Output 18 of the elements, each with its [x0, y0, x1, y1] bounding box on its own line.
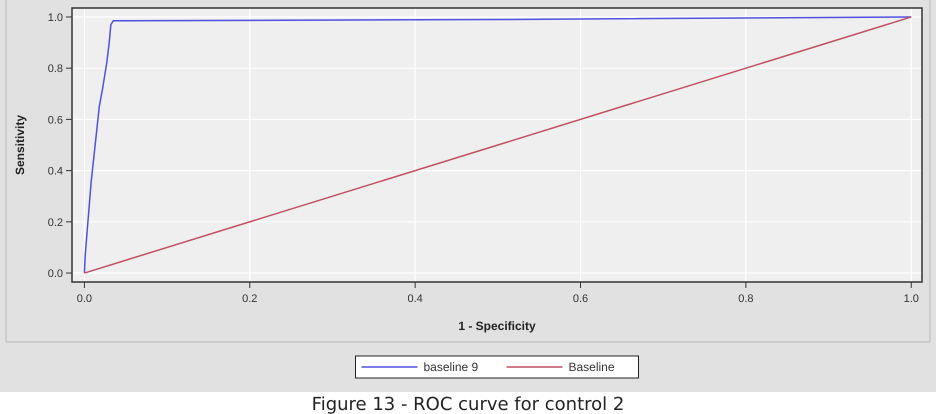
x-tick-label: 0.2: [242, 293, 258, 305]
x-tick-label: 0.6: [572, 293, 588, 305]
y-axis-title: Sensitivity: [13, 114, 27, 176]
y-tick-label: 0.6: [48, 114, 63, 126]
legend-label: baseline 9: [424, 360, 479, 374]
x-axis-title: 1 - Specificity: [458, 319, 536, 333]
y-tick-label: 0.4: [48, 166, 63, 178]
legend-label: Baseline: [568, 360, 615, 374]
text: Figure 13 - ROC curve for control 2: [312, 394, 624, 414]
x-tick-label: 0.8: [738, 293, 754, 305]
y-tick-label: 0.8: [48, 63, 63, 76]
y-tick-label: 0.0: [48, 268, 63, 280]
x-tick-label: 0.0: [76, 293, 92, 305]
x-tick-label: 0.4: [407, 293, 423, 305]
y-tick-label: 0.2: [48, 216, 63, 229]
line-series: [84, 16, 912, 274]
x-tick-label: 1.0: [904, 293, 919, 305]
y-tick-label: 1.0: [48, 12, 63, 24]
